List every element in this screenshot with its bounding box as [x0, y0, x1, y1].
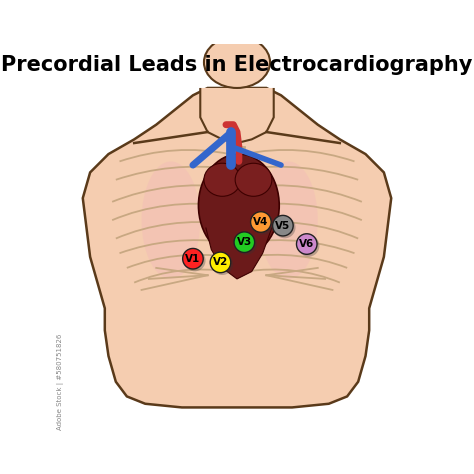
- PathPatch shape: [83, 88, 391, 408]
- Text: Adobe Stock | #580751826: Adobe Stock | #580751826: [57, 334, 64, 430]
- Circle shape: [298, 235, 319, 256]
- Circle shape: [274, 217, 295, 238]
- Circle shape: [273, 215, 293, 236]
- Ellipse shape: [199, 154, 279, 257]
- Circle shape: [251, 212, 271, 232]
- Text: Precordial Leads in Electrocardiography: Precordial Leads in Electrocardiography: [1, 55, 473, 75]
- Circle shape: [296, 234, 317, 255]
- Ellipse shape: [235, 163, 272, 196]
- Circle shape: [211, 254, 233, 275]
- PathPatch shape: [206, 228, 272, 279]
- Ellipse shape: [204, 163, 241, 196]
- Text: V5: V5: [275, 221, 291, 231]
- Ellipse shape: [259, 162, 318, 279]
- Circle shape: [210, 252, 231, 273]
- Circle shape: [184, 250, 206, 271]
- Circle shape: [252, 213, 273, 235]
- Text: V1: V1: [185, 254, 201, 264]
- Text: V4: V4: [253, 217, 269, 227]
- Ellipse shape: [142, 162, 201, 279]
- Circle shape: [236, 233, 257, 255]
- Ellipse shape: [204, 36, 270, 88]
- Text: V6: V6: [299, 239, 314, 249]
- Circle shape: [234, 232, 255, 253]
- Text: V3: V3: [237, 237, 252, 247]
- Text: V2: V2: [213, 257, 228, 267]
- PathPatch shape: [201, 88, 273, 143]
- Circle shape: [182, 248, 203, 269]
